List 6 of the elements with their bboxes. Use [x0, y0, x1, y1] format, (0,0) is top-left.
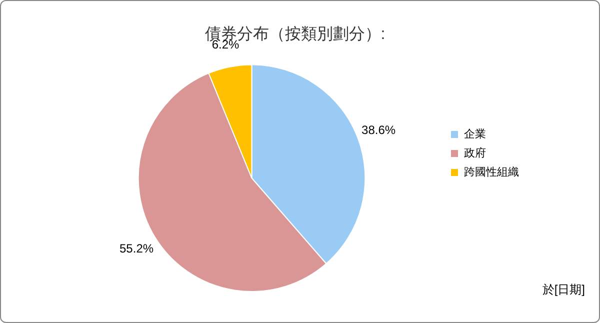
legend-label: 跨國性組織: [464, 166, 519, 179]
data-label: 55.2%: [120, 242, 154, 256]
legend-label: 政府: [464, 146, 486, 160]
legend-label: 企業: [464, 128, 486, 141]
text: 於[日期]: [542, 282, 585, 296]
data-label: 38.6%: [362, 122, 396, 137]
